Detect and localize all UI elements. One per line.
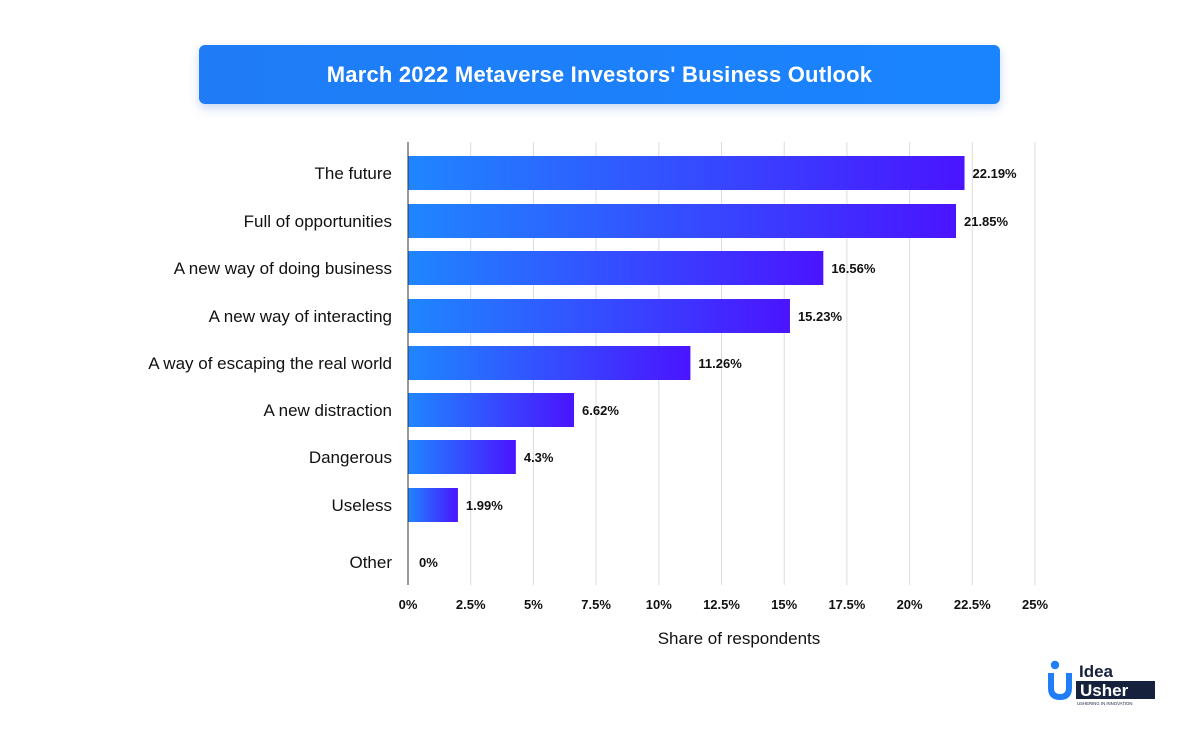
bars: [408, 156, 965, 522]
x-tick-labels: 0% 2.5% 5% 7.5% 10% 12.5% 15% 17.5% 20% 22.5% 25%: [399, 597, 1049, 612]
category-label: Dangerous: [309, 448, 392, 467]
chart-title-banner: March 2022 Metaverse Investors' Business…: [199, 45, 1000, 104]
bar: [408, 204, 956, 238]
bar: [408, 488, 458, 522]
x-axis-title: Share of respondents: [658, 629, 821, 648]
category-label: Full of opportunities: [244, 212, 392, 231]
logo-tagline: USHERING IN INNOVATION: [1077, 701, 1132, 706]
x-tick-label: 20%: [897, 597, 923, 612]
idea-usher-logo: Idea Usher USHERING IN INNOVATION: [1048, 660, 1155, 706]
bar: [408, 251, 824, 285]
category-label: A way of escaping the real world: [148, 354, 392, 373]
value-label: 16.56%: [831, 261, 876, 276]
category-label: The future: [315, 164, 393, 183]
value-labels: 22.19% 21.85% 16.56% 15.23% 11.26% 6.62% 4.3% 1…: [419, 166, 1017, 570]
bar: [408, 299, 790, 333]
value-label: 0%: [419, 555, 438, 570]
category-labels: The future Full of opportunities A new way…: [148, 164, 392, 572]
x-tick-label: 22.5%: [954, 597, 991, 612]
x-tick-label: 5%: [524, 597, 543, 612]
x-tick-label: 2.5%: [456, 597, 486, 612]
bar: [408, 393, 575, 427]
value-label: 22.19%: [973, 166, 1018, 181]
x-tick-label: 0%: [399, 597, 418, 612]
logo-u-icon: [1048, 673, 1072, 700]
value-label: 15.23%: [798, 309, 843, 324]
value-label: 11.26%: [698, 356, 742, 371]
value-label: 6.62%: [582, 403, 619, 418]
logo-line1: Idea: [1079, 662, 1114, 681]
x-tick-label: 12.5%: [703, 597, 740, 612]
x-tick-label: 10%: [646, 597, 672, 612]
category-label: A new distraction: [263, 401, 392, 420]
x-tick-label: 7.5%: [581, 597, 611, 612]
x-tick-label: 15%: [771, 597, 797, 612]
category-label: Other: [349, 553, 392, 572]
category-label: A new way of doing business: [174, 259, 392, 278]
value-label: 1.99%: [466, 498, 503, 513]
logo-dot-icon: [1050, 660, 1060, 670]
value-label: 4.3%: [524, 450, 554, 465]
bar: [408, 156, 965, 190]
category-label: Useless: [332, 496, 392, 515]
value-label: 21.85%: [964, 214, 1009, 229]
bar: [408, 346, 691, 380]
x-tick-label: 17.5%: [828, 597, 865, 612]
bar: [408, 440, 516, 474]
category-label: A new way of interacting: [209, 307, 392, 326]
x-tick-label: 25%: [1022, 597, 1048, 612]
chart-title: March 2022 Metaverse Investors' Business…: [326, 61, 873, 87]
logo-line2: Usher: [1080, 681, 1129, 700]
